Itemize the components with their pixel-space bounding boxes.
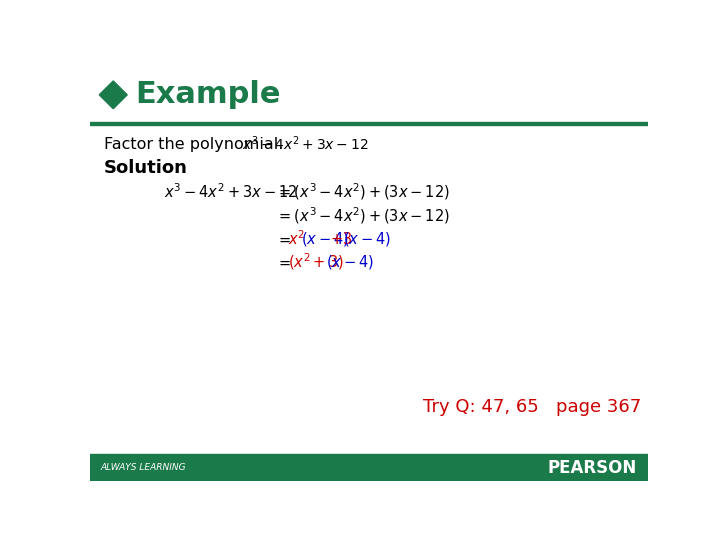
Text: Example: Example: [135, 80, 281, 109]
Text: $x^3-4x^2+3x-12$: $x^3-4x^2+3x-12$: [163, 183, 297, 201]
Text: $=(x^3-4x^2)+(3x-12)$: $=(x^3-4x^2)+(3x-12)$: [276, 181, 450, 202]
Text: $(x^2+3)$: $(x^2+3)$: [287, 252, 343, 272]
Text: $x^3-4x^2+3x-12$: $x^3-4x^2+3x-12$: [242, 134, 369, 153]
Text: $(x-4)$: $(x-4)$: [343, 230, 391, 248]
Text: Factor the polynomial.: Factor the polynomial.: [104, 137, 284, 152]
Bar: [90, 122, 648, 125]
Text: $(x-4)$: $(x-4)$: [301, 230, 348, 248]
Text: $=$: $=$: [276, 254, 292, 269]
Text: $x^2$: $x^2$: [287, 230, 305, 248]
Text: Try Q: 47, 65   page 367: Try Q: 47, 65 page 367: [423, 399, 642, 416]
Bar: [90, 454, 648, 481]
Text: PEARSON: PEARSON: [548, 458, 637, 476]
Text: $=(x^3-4x^2)+(3x-12)$: $=(x^3-4x^2)+(3x-12)$: [276, 205, 450, 226]
Text: $=$: $=$: [276, 231, 292, 246]
Text: ALWAYS LEARNING: ALWAYS LEARNING: [101, 463, 186, 472]
Polygon shape: [99, 81, 127, 109]
Text: $+3$: $+3$: [330, 231, 353, 247]
Text: Solution: Solution: [104, 159, 188, 177]
Text: $(x-4)$: $(x-4)$: [326, 253, 374, 271]
